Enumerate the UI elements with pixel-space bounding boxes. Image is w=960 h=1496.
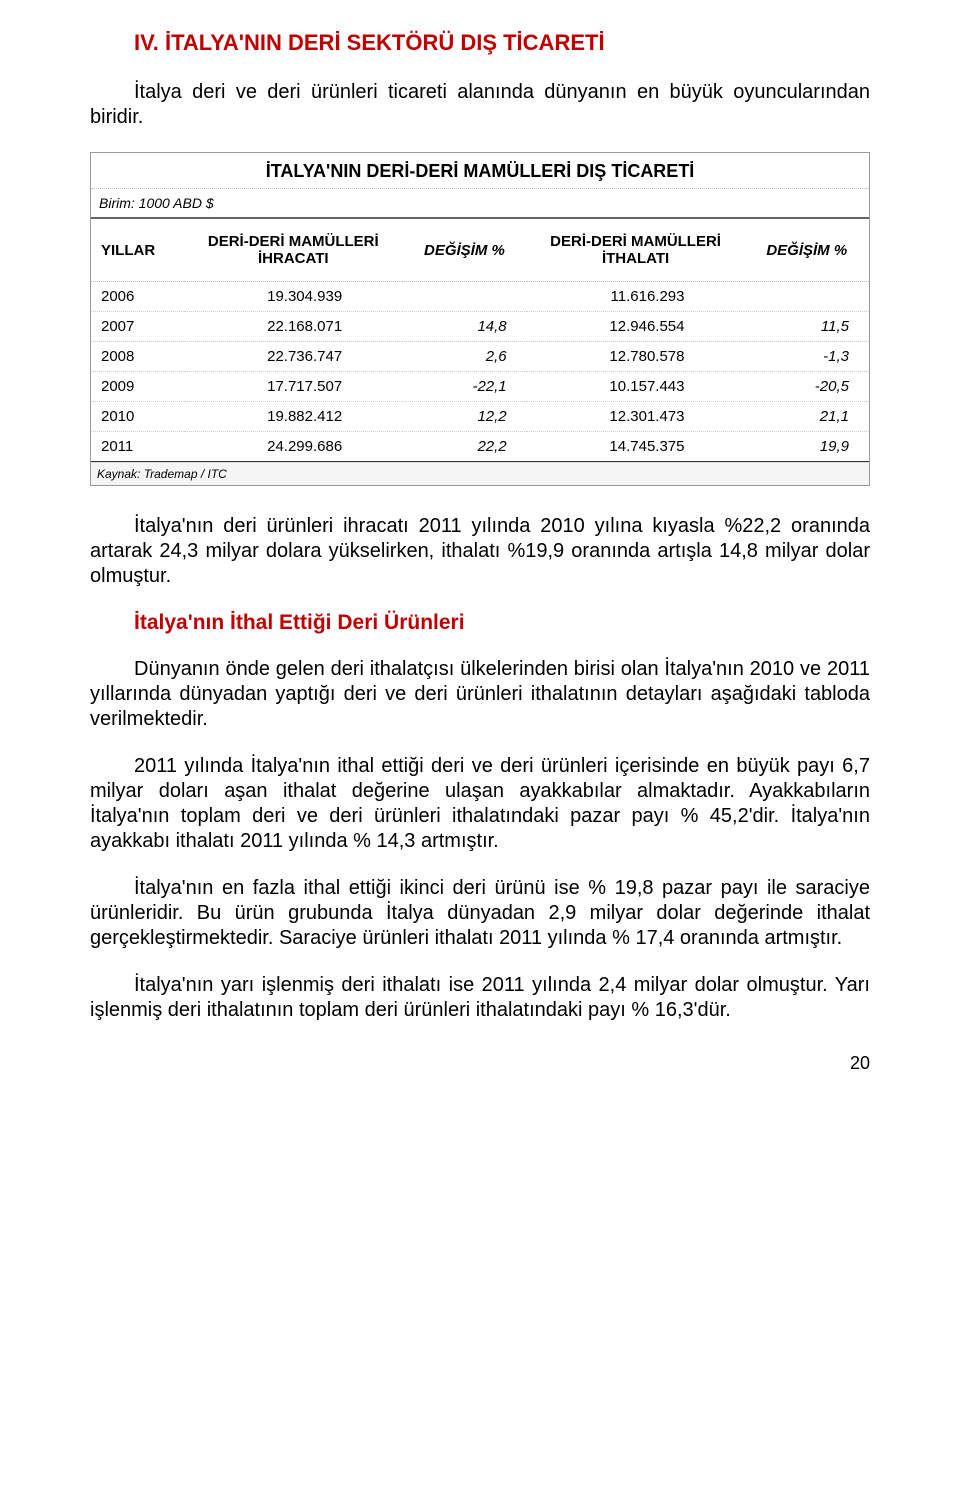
cell-export-chg <box>402 282 526 312</box>
cell-export: 22.736.747 <box>184 342 402 372</box>
cell-year: 2009 <box>91 372 184 402</box>
table-unit: Birim: 1000 ABD $ <box>91 189 869 219</box>
cell-export: 17.717.507 <box>184 372 402 402</box>
section-heading: IV. İTALYA'NIN DERİ SEKTÖRÜ DIŞ TİCARETİ <box>90 30 870 56</box>
cell-import-chg: -1,3 <box>744 342 869 372</box>
col-import: DERİ-DERİ MAMÜLLERİ İTHALATI <box>527 219 745 282</box>
table-row: 200822.736.7472,612.780.578-1,3 <box>91 342 869 372</box>
cell-export: 19.304.939 <box>184 282 402 312</box>
cell-import: 11.616.293 <box>527 282 745 312</box>
cell-year: 2010 <box>91 402 184 432</box>
table-row: 201019.882.41212,212.301.47321,1 <box>91 402 869 432</box>
cell-export-chg: 12,2 <box>402 402 526 432</box>
col-years: YILLAR <box>91 219 184 282</box>
cell-import: 10.157.443 <box>527 372 745 402</box>
table-source: Kaynak: Trademap / ITC <box>91 462 869 485</box>
cell-import-chg: -20,5 <box>744 372 869 402</box>
trade-table: YILLAR DERİ-DERİ MAMÜLLERİ İHRACATI DEĞİ… <box>91 219 869 462</box>
page-number: 20 <box>90 1053 870 1074</box>
paragraph-2: Dünyanın önde gelen deri ithalatçısı ülk… <box>90 657 870 732</box>
cell-import: 12.301.473 <box>527 402 745 432</box>
cell-export-chg: -22,1 <box>402 372 526 402</box>
cell-export-chg: 14,8 <box>402 312 526 342</box>
paragraph-4: İtalya'nın en fazla ithal ettiği ikinci … <box>90 876 870 951</box>
cell-import-chg: 11,5 <box>744 312 869 342</box>
cell-year: 2011 <box>91 432 184 462</box>
cell-import-chg: 21,1 <box>744 402 869 432</box>
cell-import: 12.946.554 <box>527 312 745 342</box>
cell-import-chg <box>744 282 869 312</box>
cell-year: 2007 <box>91 312 184 342</box>
table-header-row: YILLAR DERİ-DERİ MAMÜLLERİ İHRACATI DEĞİ… <box>91 219 869 282</box>
paragraph-3: 2011 yılında İtalya'nın ithal ettiği der… <box>90 754 870 854</box>
cell-year: 2008 <box>91 342 184 372</box>
cell-export: 24.299.686 <box>184 432 402 462</box>
table-row: 200917.717.507-22,110.157.443-20,5 <box>91 372 869 402</box>
table-title: İTALYA'NIN DERİ-DERİ MAMÜLLERİ DIŞ TİCAR… <box>91 153 869 189</box>
table-row: 200722.168.07114,812.946.55411,5 <box>91 312 869 342</box>
cell-import: 12.780.578 <box>527 342 745 372</box>
col-export-chg: DEĞİŞİM % <box>402 219 526 282</box>
subsection-heading: İtalya'nın İthal Ettiği Deri Ürünleri <box>90 611 870 635</box>
cell-import-chg: 19,9 <box>744 432 869 462</box>
col-import-chg: DEĞİŞİM % <box>744 219 869 282</box>
paragraph-1: İtalya'nın deri ürünleri ihracatı 2011 y… <box>90 514 870 589</box>
cell-import: 14.745.375 <box>527 432 745 462</box>
cell-export: 19.882.412 <box>184 402 402 432</box>
intro-paragraph: İtalya deri ve deri ürünleri ticareti al… <box>90 80 870 130</box>
table-row: 201124.299.68622,214.745.37519,9 <box>91 432 869 462</box>
cell-export: 22.168.071 <box>184 312 402 342</box>
cell-export-chg: 2,6 <box>402 342 526 372</box>
cell-export-chg: 22,2 <box>402 432 526 462</box>
col-export: DERİ-DERİ MAMÜLLERİ İHRACATI <box>184 219 402 282</box>
paragraph-5: İtalya'nın yarı işlenmiş deri ithalatı i… <box>90 973 870 1023</box>
cell-year: 2006 <box>91 282 184 312</box>
trade-table-container: İTALYA'NIN DERİ-DERİ MAMÜLLERİ DIŞ TİCAR… <box>90 152 870 486</box>
table-row: 200619.304.939 11.616.293 <box>91 282 869 312</box>
